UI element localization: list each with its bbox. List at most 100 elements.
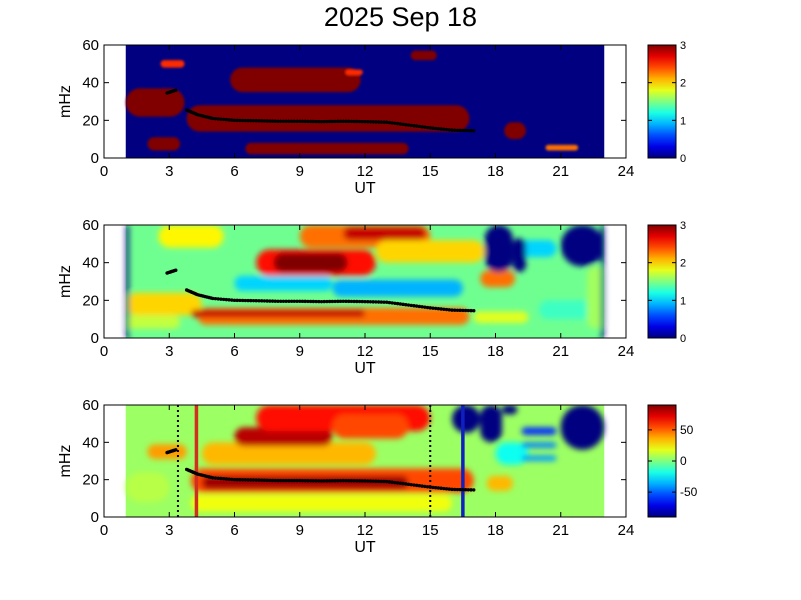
ridge-point — [284, 478, 288, 483]
ridge-point — [404, 122, 408, 127]
ridge-point — [303, 478, 307, 483]
heatmap-region — [600, 225, 605, 338]
ridge-point — [227, 298, 231, 302]
ridge-point — [442, 486, 446, 491]
heatmap-region — [273, 253, 348, 273]
heatmap-bottom — [125, 405, 605, 517]
heatmap-region — [586, 266, 605, 329]
ridge-point — [417, 484, 422, 488]
y-axis-label: mHz — [57, 85, 74, 118]
heatmap-region — [545, 144, 579, 151]
ridge-point — [317, 479, 321, 483]
ridge-point — [447, 128, 451, 132]
ridge-point — [431, 306, 435, 310]
x-tick-label: 21 — [552, 163, 569, 180]
ridge-point — [211, 476, 215, 480]
x-tick-label: 9 — [296, 522, 304, 539]
colorbar: 0 1 2 3 — [647, 220, 686, 345]
ridge-point — [466, 488, 471, 492]
ridge-point — [463, 488, 468, 492]
heatmap-region — [234, 275, 333, 291]
ridge-point — [230, 118, 234, 122]
colorbar-tick-label: 1 — [680, 295, 686, 307]
ridge-point — [433, 485, 438, 490]
heatmap-regions — [125, 225, 605, 338]
heatmap-region — [332, 414, 409, 439]
ridge-point — [401, 481, 405, 486]
ridge-point — [259, 299, 264, 303]
ridge-point — [281, 119, 286, 123]
ridge-point — [254, 299, 258, 303]
ridge-point — [455, 308, 460, 312]
ridge-point — [325, 119, 329, 124]
ridge-point — [436, 307, 441, 311]
ridge-point — [357, 479, 362, 483]
ridge-point — [295, 119, 299, 123]
ridge-point — [349, 299, 354, 304]
heatmap-region — [147, 137, 181, 151]
ridge-point — [472, 488, 476, 492]
heatmap-region — [201, 442, 376, 465]
ridge-point — [322, 119, 326, 124]
ridge-point — [379, 479, 384, 484]
ridge-point — [352, 299, 356, 304]
ridge-point — [213, 116, 218, 121]
colorbar-tick-label: 0 — [680, 454, 687, 468]
ridge-point — [387, 120, 392, 125]
colorbar-scale — [647, 404, 677, 518]
heatmap-region — [512, 238, 526, 273]
ridge-point — [357, 119, 362, 124]
y-tick-label: 0 — [91, 330, 99, 347]
ridge-point — [174, 268, 178, 272]
ridge-point — [289, 119, 294, 123]
heatmap-region — [473, 311, 529, 323]
ridge-point — [327, 479, 332, 483]
ridge-point — [319, 299, 324, 304]
ridge-point — [458, 128, 462, 133]
x-tick-label: 0 — [100, 343, 108, 360]
ridge-point — [295, 478, 299, 483]
ridge-point — [425, 485, 430, 489]
ridge-point — [385, 479, 389, 484]
ridge-point — [281, 299, 286, 303]
ridge-point — [436, 486, 441, 490]
ridge-point — [374, 479, 378, 483]
ridge-point — [279, 299, 283, 303]
ridge-point — [238, 118, 242, 123]
ridge-point — [303, 299, 307, 304]
ridge-point — [401, 302, 405, 307]
ridge-point — [357, 299, 362, 304]
ridge-point — [412, 483, 416, 487]
ridge-point — [265, 478, 269, 483]
heatmap-region — [160, 60, 185, 68]
ridge-point — [398, 481, 403, 485]
heatmap-region — [480, 405, 503, 443]
ridge-point — [466, 128, 471, 133]
ridge-point — [298, 478, 302, 483]
heatmap-region — [186, 105, 470, 132]
ridge-point — [292, 478, 297, 483]
colorbar-tick-label: 0 — [680, 153, 686, 165]
ridge-point — [174, 88, 178, 92]
ridge-point — [257, 299, 261, 303]
y-tick-label: 20 — [82, 472, 99, 489]
ridge-point — [330, 479, 335, 483]
ridge-point — [385, 300, 389, 304]
ridge-point — [346, 299, 351, 304]
x-tick-label: 24 — [618, 522, 635, 539]
ridge-point — [268, 478, 272, 483]
ridge-point — [298, 119, 302, 123]
ridge-point — [338, 119, 343, 124]
y-axis-label: mHz — [57, 265, 74, 298]
colorbar-tick-label: 50 — [680, 423, 694, 437]
ridge-point — [330, 299, 335, 304]
ridge-point — [273, 119, 277, 123]
ridge-point — [409, 123, 413, 128]
ridge-point — [276, 119, 280, 123]
ridge-point — [453, 128, 457, 132]
y-tick-label: 20 — [82, 292, 99, 309]
ridge-point — [420, 484, 424, 488]
ridge-point — [306, 479, 310, 483]
ridge-point — [368, 120, 373, 124]
